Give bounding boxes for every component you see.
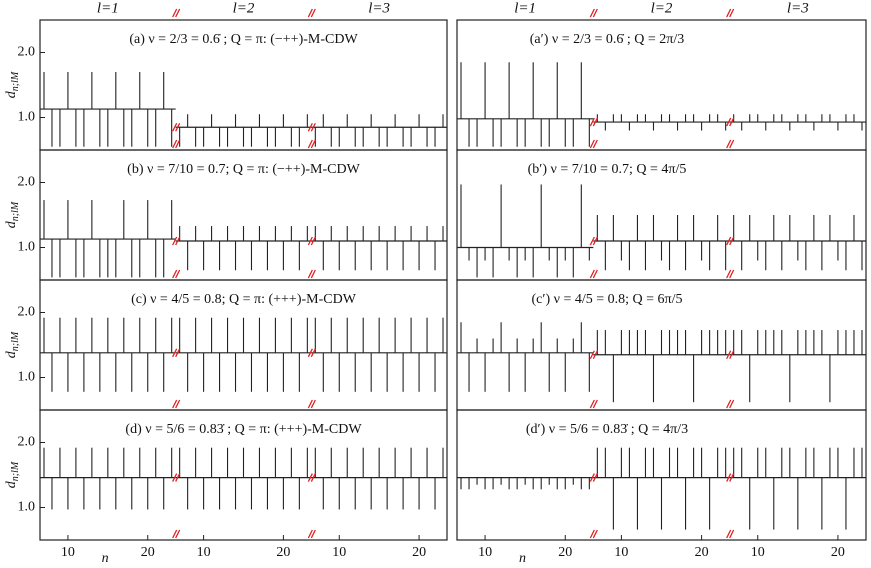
x-tick-label: 20 bbox=[831, 545, 845, 560]
panel-title: (c) ν = 4/5 = 0.8; Q = π: (+++)-M-CDW bbox=[131, 292, 357, 307]
panel-title: (c′) ν = 4/5 = 0.8; Q = 6π/5 bbox=[532, 292, 683, 307]
segment-header: l=3 bbox=[787, 0, 809, 16]
x-tick-label: 10 bbox=[614, 545, 628, 560]
panel-title: (b) ν = 7/10 = 0.7; Q = π: (−++)-M-CDW bbox=[127, 162, 360, 177]
x-tick-label: 20 bbox=[141, 545, 155, 560]
y-tick-label: 2.0 bbox=[18, 45, 36, 60]
break-mark bbox=[726, 236, 735, 246]
segment-header: l=2 bbox=[651, 0, 673, 16]
y-axis-label: dn;lM bbox=[4, 201, 21, 228]
break-mark bbox=[172, 122, 181, 132]
panel-title: (a′) ν = 2/3 = 0.6̇ ; Q = 2π/3 bbox=[530, 32, 684, 47]
break-mark bbox=[726, 350, 735, 360]
x-tick-label: 10 bbox=[332, 545, 346, 560]
break-mark bbox=[589, 269, 598, 279]
segment-header: l=2 bbox=[233, 0, 255, 16]
panel-title: (a) ν = 2/3 = 0.6̇ ; Q = π: (−++)-M-CDW bbox=[129, 32, 358, 47]
break-mark bbox=[172, 348, 181, 358]
break-mark bbox=[589, 236, 598, 246]
y-axis-label: dn;lM bbox=[4, 71, 21, 98]
y-axis-label: dn;lM bbox=[4, 461, 21, 488]
x-tick-label: 10 bbox=[61, 545, 75, 560]
y-tick-label: 1.0 bbox=[18, 240, 36, 255]
break-mark bbox=[589, 139, 598, 149]
x-tick-label: 10 bbox=[197, 545, 211, 560]
panel-frame bbox=[456, 409, 867, 541]
y-tick-label: 2.0 bbox=[18, 435, 36, 450]
break-mark bbox=[172, 139, 181, 149]
y-tick-label: 1.0 bbox=[18, 500, 36, 515]
break-mark bbox=[172, 269, 181, 279]
break-mark bbox=[307, 8, 316, 18]
y-axis-label-sub: n;lM bbox=[10, 331, 21, 351]
break-mark bbox=[307, 473, 316, 482]
break-mark bbox=[726, 8, 735, 18]
y-axis-label-main: d bbox=[4, 480, 19, 488]
break-mark bbox=[589, 350, 598, 360]
break-mark bbox=[589, 117, 598, 127]
break-mark bbox=[589, 399, 598, 409]
break-mark bbox=[172, 473, 181, 482]
x-tick-label: 20 bbox=[558, 545, 572, 560]
y-tick-label: 2.0 bbox=[18, 175, 36, 190]
panel-title: (b′) ν = 7/10 = 0.7; Q = 4π/5 bbox=[528, 162, 687, 177]
break-mark bbox=[726, 269, 735, 279]
break-mark bbox=[726, 139, 735, 149]
break-mark bbox=[307, 348, 316, 358]
break-mark bbox=[307, 399, 316, 409]
break-mark bbox=[589, 473, 598, 482]
x-tick-label: 20 bbox=[276, 545, 290, 560]
break-mark bbox=[307, 529, 316, 539]
segment-header: l=1 bbox=[97, 0, 119, 16]
break-mark bbox=[307, 122, 316, 132]
break-mark bbox=[726, 473, 735, 482]
segment-header: l=3 bbox=[368, 0, 390, 16]
y-axis-label-main: d bbox=[4, 220, 19, 228]
break-mark bbox=[589, 8, 598, 18]
panel-title: (d) ν = 5/6 = 0.83̇ ; Q = π: (+++)-M-CDW bbox=[125, 422, 362, 437]
y-tick-label: 1.0 bbox=[18, 110, 36, 125]
panel-title: (d′) ν = 5/6 = 0.83̇ ; Q = 4π/3 bbox=[526, 422, 688, 437]
panel-frame bbox=[39, 409, 448, 541]
y-tick-label: 1.0 bbox=[18, 370, 36, 385]
y-tick-label: 2.0 bbox=[18, 305, 36, 320]
x-axis-label: n bbox=[519, 551, 526, 566]
break-mark bbox=[589, 529, 598, 539]
break-mark bbox=[726, 399, 735, 409]
break-mark bbox=[307, 269, 316, 279]
break-mark bbox=[726, 529, 735, 539]
break-mark bbox=[172, 529, 181, 539]
break-mark bbox=[172, 399, 181, 409]
x-tick-label: 20 bbox=[695, 545, 709, 560]
x-tick-label: 10 bbox=[478, 545, 492, 560]
y-axis-label-main: d bbox=[4, 350, 19, 358]
break-mark bbox=[726, 117, 735, 127]
break-mark bbox=[307, 139, 316, 149]
segment-header: l=1 bbox=[514, 0, 536, 16]
x-tick-label: 20 bbox=[412, 545, 426, 560]
x-tick-label: 10 bbox=[751, 545, 765, 560]
x-axis-label: n bbox=[102, 551, 109, 566]
y-axis-label-sub: n;lM bbox=[10, 201, 21, 221]
break-mark bbox=[172, 8, 181, 18]
y-axis-label: dn;lM bbox=[4, 331, 21, 358]
break-mark bbox=[307, 236, 316, 246]
y-axis-label-sub: n;lM bbox=[10, 71, 21, 91]
break-mark bbox=[172, 236, 181, 246]
y-axis-label-sub: n;lM bbox=[10, 461, 21, 481]
y-axis-label-main: d bbox=[4, 90, 19, 98]
